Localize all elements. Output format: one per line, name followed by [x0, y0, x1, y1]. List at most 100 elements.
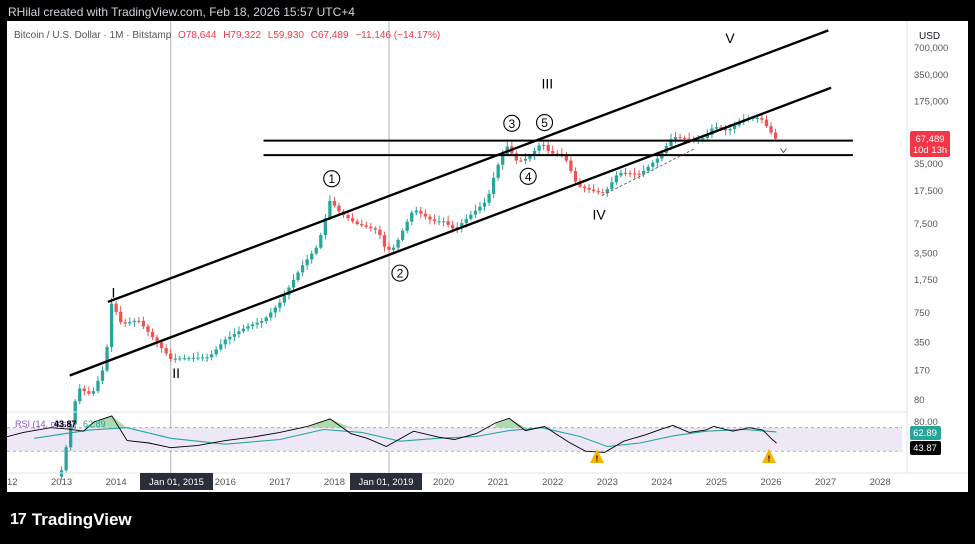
candle	[437, 215, 441, 226]
candle	[519, 157, 523, 163]
candle	[191, 353, 196, 362]
candle	[214, 346, 218, 357]
x-tick-label: 2012	[7, 477, 18, 488]
candle	[473, 204, 478, 219]
candle	[246, 322, 250, 332]
candle	[573, 167, 578, 185]
candle	[64, 444, 68, 473]
wave-label: V	[725, 30, 735, 46]
candle	[446, 215, 450, 228]
x-tick-label: 2026	[760, 477, 781, 488]
candle	[401, 228, 405, 242]
candle	[514, 150, 518, 164]
candle	[382, 231, 387, 252]
y-tick-label: 1,750	[914, 275, 938, 286]
y-tick-label: 350	[914, 338, 930, 349]
candle	[173, 353, 177, 363]
candle	[137, 317, 141, 324]
candle	[250, 321, 255, 330]
x-tick-label: 2014	[106, 477, 127, 488]
candle	[332, 196, 337, 208]
lower-channel	[69, 86, 832, 377]
wave-label: 2	[391, 264, 409, 282]
x-tick-label: 2017	[269, 477, 290, 488]
svg-text:!: !	[768, 455, 771, 464]
x-tick-label: 2013	[51, 477, 72, 488]
candle	[323, 213, 327, 240]
tradingview-logo[interactable]: 17 TradingView	[10, 510, 132, 530]
candle	[419, 206, 423, 219]
x-tick-label: 2016	[215, 477, 236, 488]
candle	[305, 254, 309, 270]
rsi-ma-tag: 62.89	[910, 426, 941, 440]
candle	[369, 222, 373, 232]
candle	[328, 195, 332, 221]
candle	[410, 210, 414, 226]
candle	[150, 328, 155, 341]
candle	[537, 142, 541, 155]
candle	[560, 148, 564, 158]
tradingview-logo-text: TradingView	[31, 510, 132, 529]
candle	[273, 305, 277, 318]
chart-panel[interactable]: I II III IV V 1 2 3 4 5 700,000 350,000 175,000 35,0…	[0, 21, 968, 492]
tradingview-logo-icon: 17	[10, 511, 27, 528]
candle	[73, 399, 77, 429]
header-credit: RHilal created with TradingView.com, Feb…	[8, 5, 355, 19]
svg-text:III: III	[541, 75, 553, 91]
candle	[100, 366, 105, 385]
drawing-lines[interactable]	[69, 29, 853, 377]
candle	[241, 324, 246, 333]
y-tick-label: 80	[914, 395, 925, 406]
price-tag-value: 67,489	[915, 134, 944, 145]
wave-label: 4	[519, 167, 537, 185]
candle	[237, 326, 241, 338]
svg-text:5: 5	[541, 116, 548, 130]
svg-text:II: II	[172, 365, 180, 381]
candle	[114, 301, 118, 316]
rsi-value-left: 43.87	[54, 419, 77, 429]
warning-icon[interactable]: !	[762, 449, 776, 464]
legend-symbol: Bitcoin / U.S. Dollar · 1M · Bitstamp	[14, 30, 172, 41]
svg-text:3: 3	[508, 117, 515, 131]
svg-text:4: 4	[525, 170, 532, 184]
candle	[487, 189, 491, 206]
candle	[355, 218, 359, 226]
rsi-label: RSI (14, close)	[15, 419, 75, 429]
y-tick-label: 750	[914, 308, 930, 319]
warning-icon[interactable]: !	[590, 449, 604, 464]
price-tag-countdown: 10d 13h	[913, 145, 947, 156]
wave-label: II	[172, 365, 180, 381]
candle	[123, 318, 127, 327]
y-tick-label: 700,000	[914, 43, 948, 54]
candle	[478, 202, 482, 214]
candle	[132, 318, 136, 328]
x-tick-label: 2027	[815, 477, 836, 488]
rsi-ma-left: 62.89	[83, 419, 106, 429]
x-tick-label: 2025	[706, 477, 727, 488]
currency-label[interactable]: USD	[919, 31, 940, 42]
candle	[546, 140, 550, 154]
candle	[564, 151, 569, 163]
svg-text:1: 1	[328, 172, 335, 186]
candle	[128, 317, 132, 326]
candle	[496, 162, 500, 181]
legend-close: C67,489	[311, 30, 349, 41]
rsi-overbought-fill	[83, 415, 128, 428]
candle	[228, 331, 232, 345]
wave-label: I	[111, 285, 115, 301]
candle	[610, 176, 614, 191]
candle	[337, 202, 341, 215]
candle	[587, 184, 591, 194]
rsi-line	[0, 415, 777, 453]
overlay-layer: Bitcoin / U.S. Dollar · 1M · Bitstamp O7…	[14, 30, 950, 490]
candle	[109, 297, 114, 352]
candle	[82, 385, 86, 396]
chevron-down-icon	[780, 148, 787, 154]
rsi-series	[0, 415, 777, 453]
candle	[296, 270, 300, 283]
candle	[87, 386, 91, 396]
candle	[592, 183, 596, 194]
candle	[651, 160, 655, 171]
